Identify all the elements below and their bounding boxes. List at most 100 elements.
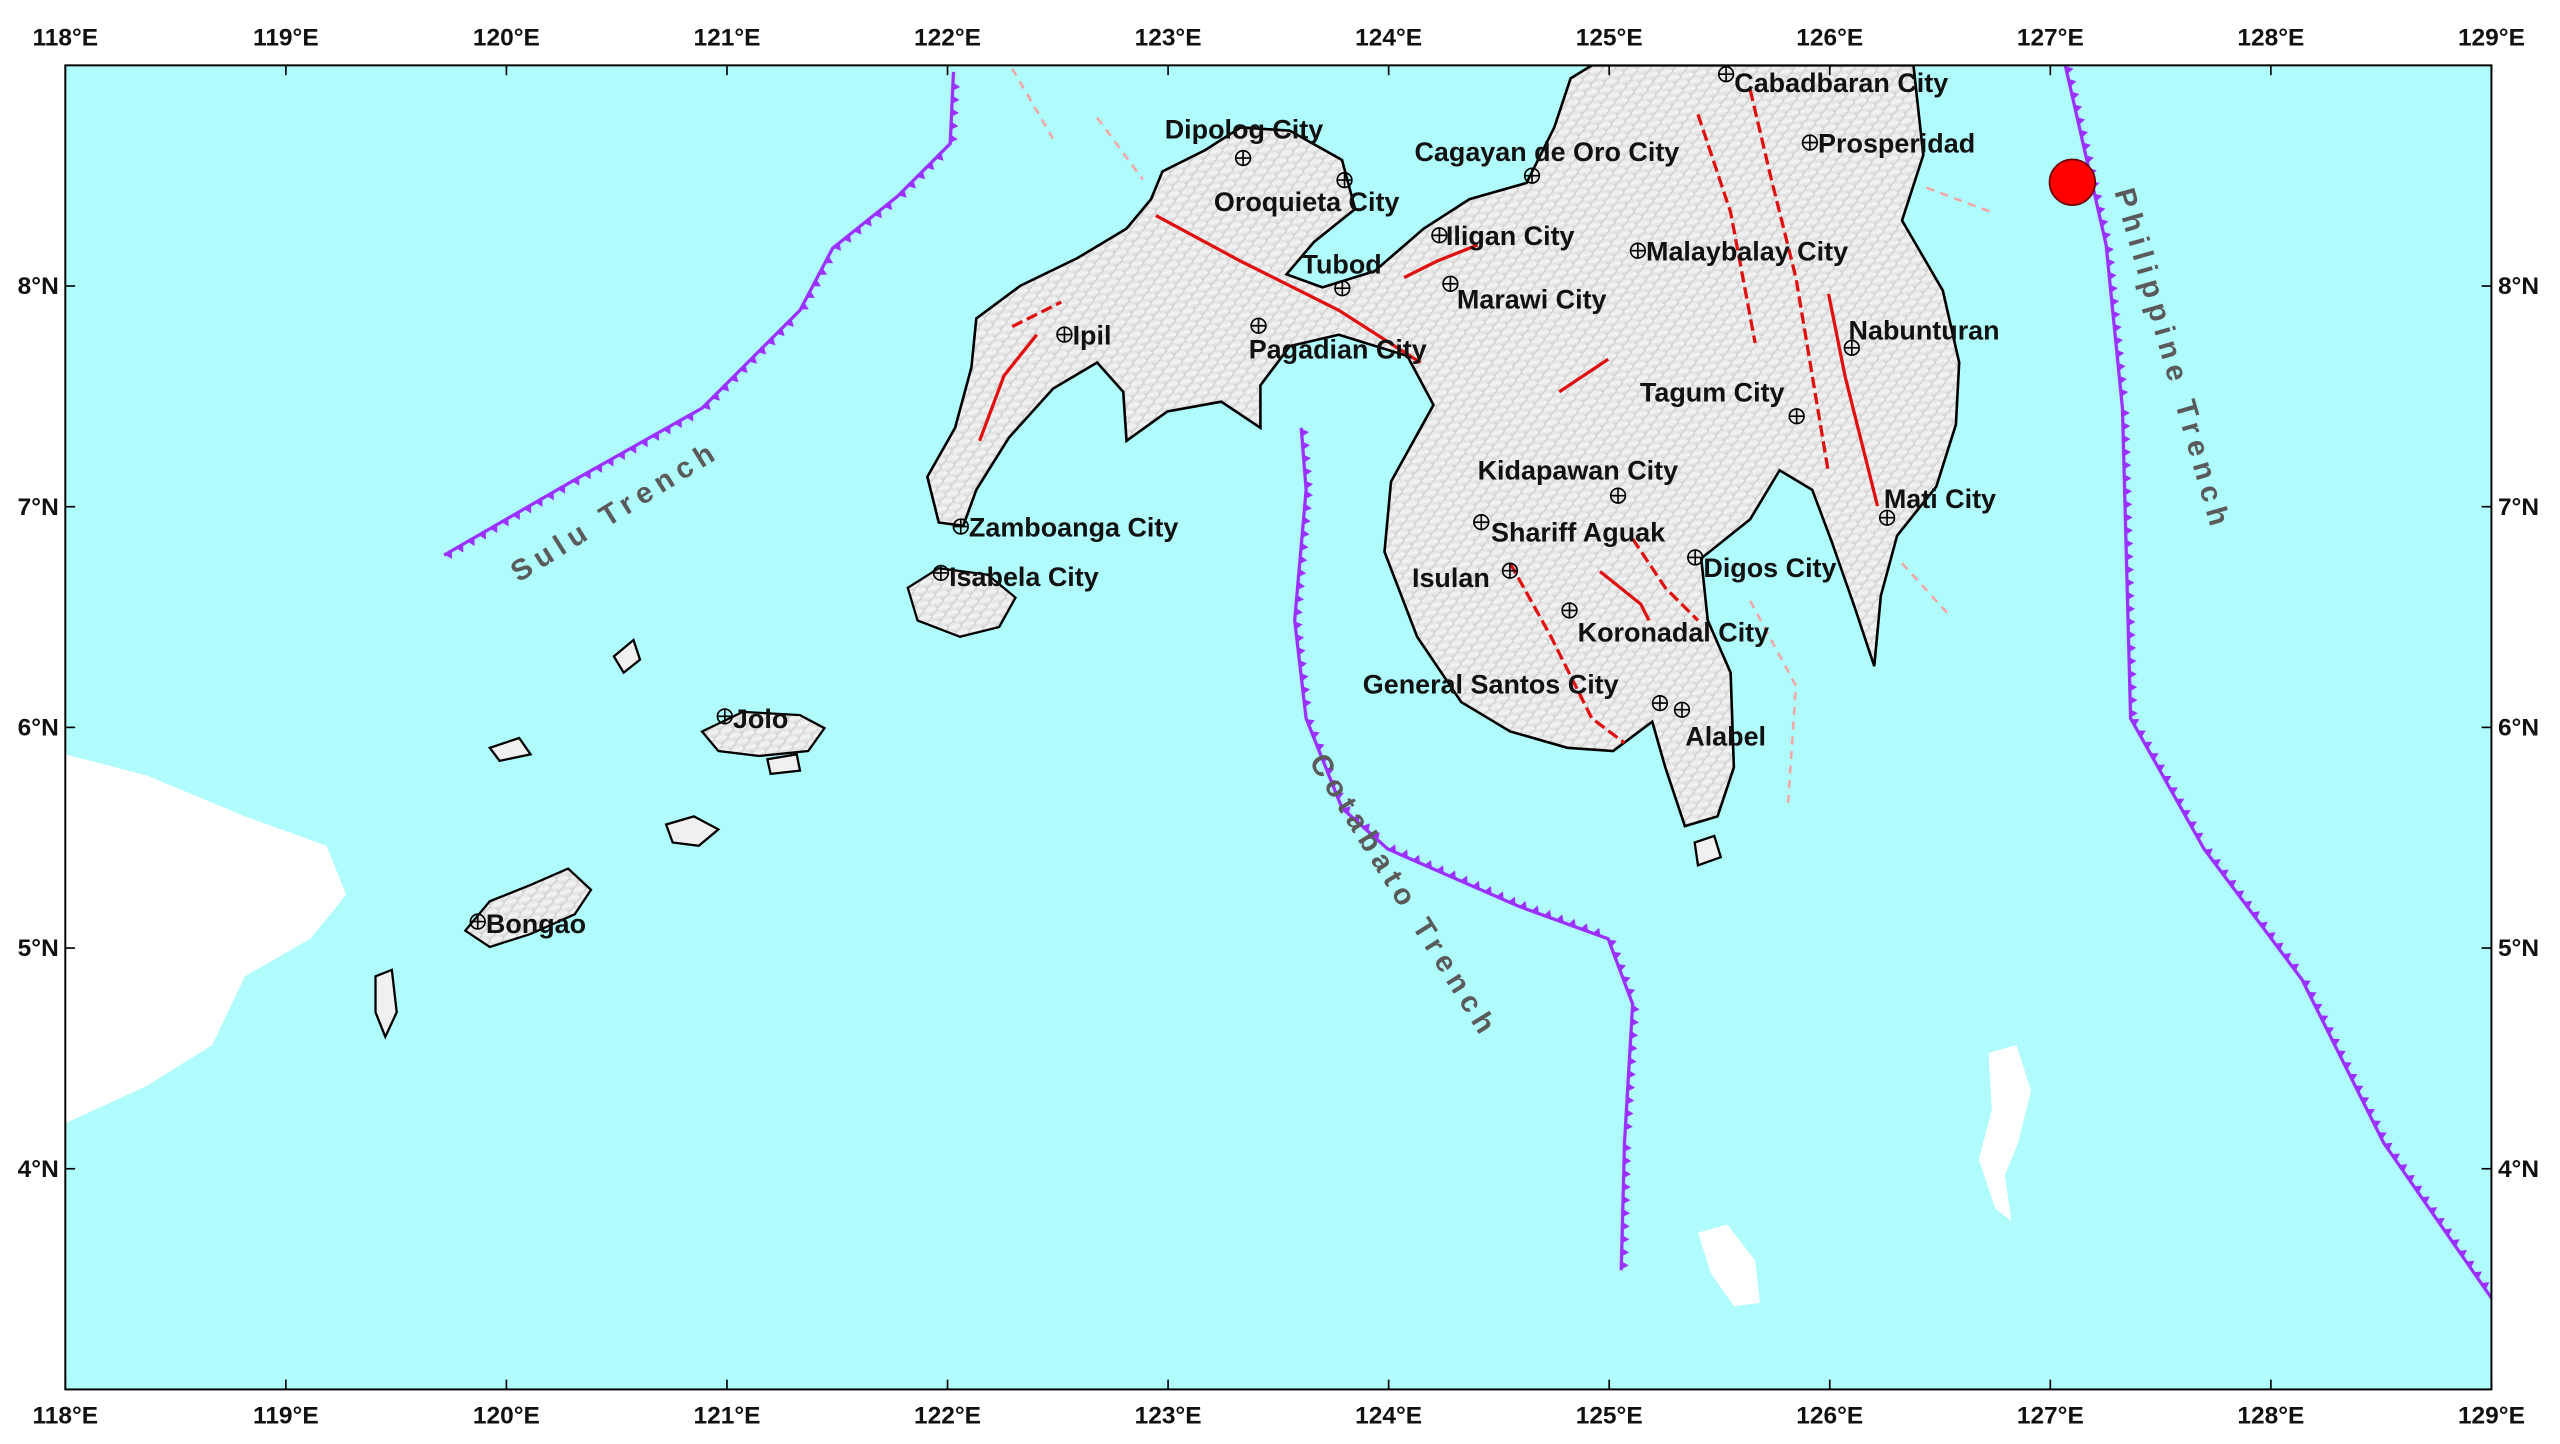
trench-tooth-icon [1628, 1070, 1636, 1079]
trench-tooth-icon [1388, 844, 1396, 853]
trench-tooth-icon [2129, 683, 2138, 692]
city-crosshair-icon [717, 709, 733, 724]
trench-tooth-icon [1299, 660, 1308, 669]
city-label: Mati City [1884, 484, 1996, 514]
trench-tooth-icon [843, 234, 852, 243]
trench-tooth-icon [2188, 821, 2198, 829]
trench-tooth-icon [2112, 310, 2121, 319]
mindanao-island [925, 65, 1961, 828]
trench-tooth-icon [2126, 578, 2135, 587]
trench-line [1293, 427, 1635, 1271]
trench-tooth-icon [594, 464, 603, 473]
trench-tooth-icon [2143, 741, 2153, 750]
lat-tick-label-left: 5°N [18, 935, 59, 962]
city-label: Pagadian City [1249, 334, 1427, 364]
lon-tick-label-bottom: 120°E [473, 1403, 540, 1430]
trench-tooth-icon [2458, 1249, 2468, 1258]
lon-tick-label-top: 125°E [1576, 25, 1643, 52]
trench-tooth-icon [2116, 349, 2125, 358]
offshore-fault-line [1749, 600, 1798, 809]
trench-tooth-icon [952, 95, 960, 104]
trench-tooth-icon [2127, 604, 2136, 614]
offshore-fault-line [1926, 186, 1993, 214]
fault-line [1696, 113, 1757, 344]
lon-tick-label-top: 127°E [2017, 25, 2084, 52]
lat-tick-label-right: 7°N [2498, 494, 2539, 521]
trench-tooth-icon [800, 302, 809, 310]
trench-tooth-icon [2137, 730, 2146, 738]
trench-tooth-icon [2235, 890, 2245, 898]
trench-tooth-icon [2163, 775, 2172, 784]
sangihe-islands [1978, 1044, 2032, 1222]
trench-tooth-icon [2100, 218, 2109, 227]
city-crosshair-icon [1562, 603, 1577, 618]
trench-tooth-icon [2127, 617, 2136, 627]
lon-tick-label-bottom: 121°E [694, 1403, 761, 1430]
trench-tooth-icon [1362, 823, 1371, 832]
trench-tooth-icon [1626, 988, 1636, 997]
city-crosshair-icon [1652, 695, 1668, 711]
city-label: Digos City [1703, 553, 1836, 583]
trench-tooth-icon [1297, 647, 1306, 656]
city-marker-group: Isulan [1412, 562, 1519, 593]
trench-tooth-icon [1305, 480, 1314, 489]
trench-tooth-icon [2122, 409, 2130, 418]
trench-tooth-icon [739, 364, 748, 373]
small-island [487, 736, 533, 763]
trench-tooth-icon [651, 432, 659, 441]
trench-tooth-icon [2243, 900, 2253, 909]
trench-tooth-icon [1297, 581, 1306, 590]
trench-tooth-icon [1472, 880, 1480, 890]
trench-tooth-icon [2481, 1282, 2490, 1290]
city-crosshair-icon [1432, 227, 1447, 243]
axis-ticks: 118°E 118°E 119°E 119°E 120°E 120°E 121°E 121°E… [18, 25, 2539, 1430]
trench-tooth-icon [1625, 1109, 1634, 1118]
city-marker-group: Marawi City [1442, 275, 1607, 314]
trench-tooth-icon [730, 374, 739, 383]
city-marker-group: Bongao [469, 909, 586, 939]
trench-tooth-icon [2128, 657, 2137, 666]
trench-tooth-icon [2267, 932, 2276, 940]
fault-lines [978, 67, 1993, 809]
trench-tooth-icon [1608, 939, 1617, 948]
trench-tooth-icon [1352, 814, 1361, 823]
trench-tooth-icon [2114, 323, 2122, 332]
trench-tooth-icon [444, 550, 452, 560]
city-crosshair-icon [470, 914, 486, 929]
small-island [612, 638, 642, 675]
city-label: Marawi City [1457, 284, 1607, 314]
trench-tooth-icon [2103, 231, 2112, 240]
trench-tooth-icon [907, 180, 916, 189]
trench-tooth-icon [898, 189, 907, 198]
trench-tooth-icon [2125, 526, 2134, 535]
trench-tooth-icon [2391, 1153, 2400, 1161]
lon-tick-label-top: 118°E [33, 25, 99, 52]
trench-tooth-icon [1484, 886, 1492, 895]
city-crosshair-icon [1443, 276, 1458, 292]
trench-tooth-icon [2115, 336, 2124, 345]
city-crosshair-icon [1610, 488, 1626, 504]
trench-tooth-icon [2131, 719, 2140, 727]
trench-tooth-icon [2156, 764, 2166, 772]
lon-tick-label-bottom: 124°E [1355, 1403, 1422, 1430]
trench-tooth-icon [952, 82, 961, 91]
trench-tooth-icon [2195, 832, 2204, 841]
trench-tooth-icon [1617, 964, 1626, 972]
trench-tooth-icon [2108, 271, 2117, 280]
trench-tooth-icon [2399, 1164, 2408, 1172]
trench-tooth-icon [2421, 1196, 2430, 1204]
lon-tick-label-bottom: 126°E [1796, 1403, 1863, 1430]
trench-tooth-icon [806, 290, 815, 298]
trench-tooth-icon [2282, 953, 2292, 961]
trench-tooth-icon [1621, 1261, 1629, 1270]
city-crosshair-icon [1844, 340, 1860, 356]
trench-tooth-icon [2331, 1038, 2341, 1047]
city-label: Nabunturan [1849, 316, 2000, 346]
trench-tooth-icon [2308, 992, 2317, 1000]
trench-tooth-icon [2071, 91, 2080, 100]
small-island [374, 968, 398, 1040]
trench-tooth-icon [1300, 542, 1309, 551]
trench-tooth-icon [917, 171, 926, 180]
city-marker-group: General Santos City [1363, 669, 1669, 712]
